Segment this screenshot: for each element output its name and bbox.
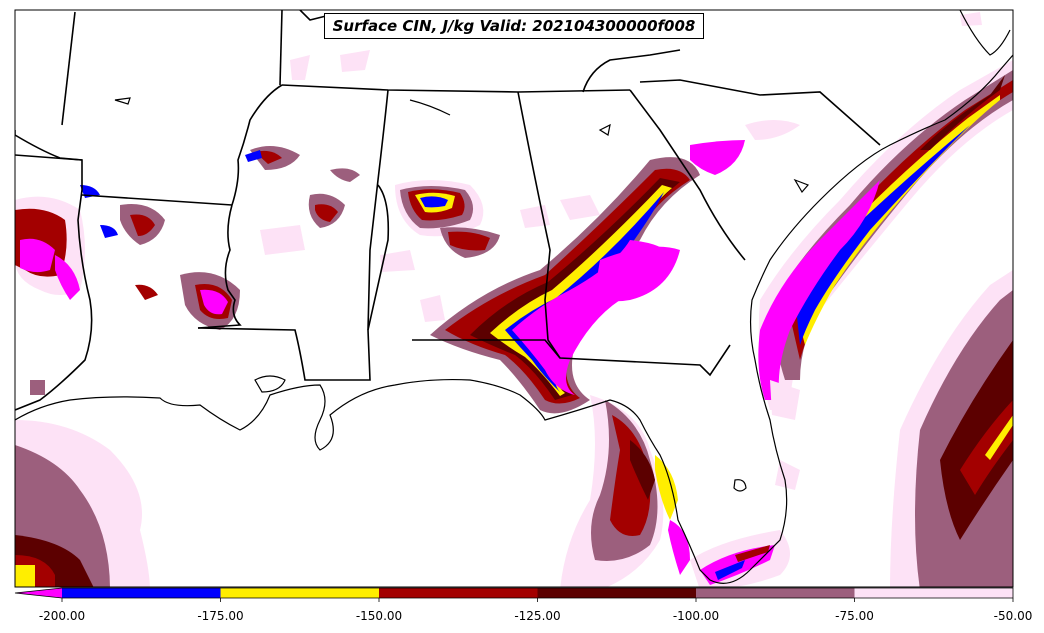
- arkansas-boundary: [81, 194, 233, 206]
- mississippi-river-west: [197, 204, 242, 329]
- cin-field-atlantic-band: [758, 60, 1013, 410]
- chesapeake-coast: [959, 10, 1011, 56]
- cin-field-south-florida: [690, 530, 790, 587]
- colorbar-bin-1: [220, 588, 379, 598]
- colorbar-tick-label-6: -50.00: [993, 609, 1033, 623]
- tennessee-border: [281, 84, 631, 93]
- lake-lanier: [598, 123, 611, 136]
- tennessee-river: [409, 99, 451, 116]
- colorbar-tick-label-3: -125.00: [514, 609, 561, 623]
- colorbar-bin-5: [854, 588, 1013, 598]
- mississippi-river-east: [231, 84, 283, 206]
- florida-east-coast: [749, 54, 1013, 571]
- lake-okeechobee: [733, 479, 747, 492]
- georgia-carolina-border: [629, 89, 746, 261]
- colorbar-tick-label-2: -150.00: [355, 609, 403, 623]
- colorbar-under-triangle: [15, 588, 62, 598]
- lake-pontchartrain: [254, 375, 286, 393]
- arkansas-louisiana-border: [15, 130, 93, 411]
- cin-field-florida-gulf: [560, 395, 690, 587]
- colorbar-tick-label-4: -100.00: [672, 609, 720, 623]
- colorbar-bin-3: [537, 588, 696, 598]
- colorbar-tick-label-5: -75.00: [835, 609, 874, 623]
- virginia-boundary: [582, 49, 681, 93]
- map-frame: [14, 9, 1014, 588]
- north-carolina-boundary: [639, 79, 881, 146]
- tennessee-north: [299, 10, 331, 21]
- cin-field-inland-patches: [15, 146, 500, 330]
- coastlines: [15, 10, 1013, 584]
- colorbar-tick-label-1: -175.00: [197, 609, 244, 623]
- texas-arkansas-border: [15, 154, 83, 161]
- louisiana-boundary: [197, 89, 389, 381]
- kentucky-tennessee-border: [279, 10, 283, 86]
- alabama-georgia-border: [517, 91, 561, 359]
- map-title: Surface CIN, J/kg Valid: 202104300000f00…: [324, 13, 704, 39]
- lake-ouachita: [114, 97, 131, 105]
- colorbar-bin-0: [62, 588, 221, 598]
- gulf-coast-texas-louisiana: [15, 378, 751, 584]
- oklahoma-texas-line: [61, 11, 76, 126]
- cin-field-gulf-coast-band: [430, 120, 800, 414]
- georgia-florida-border: [412, 339, 731, 377]
- colorbar-tick-label-0: -200.00: [38, 609, 86, 623]
- mississippi-alabama-border: [367, 184, 390, 331]
- lake-marion: [793, 178, 810, 194]
- boundaries: [15, 10, 881, 411]
- cin-field-atlantic-east: [890, 270, 1013, 587]
- colorbar-bin-4: [696, 588, 855, 598]
- colorbar-bin-2: [379, 588, 538, 598]
- colorbar-outline: [14, 587, 1014, 599]
- colorbar: [14, 587, 1014, 602]
- cin-field-gulf-southwest: [15, 380, 150, 587]
